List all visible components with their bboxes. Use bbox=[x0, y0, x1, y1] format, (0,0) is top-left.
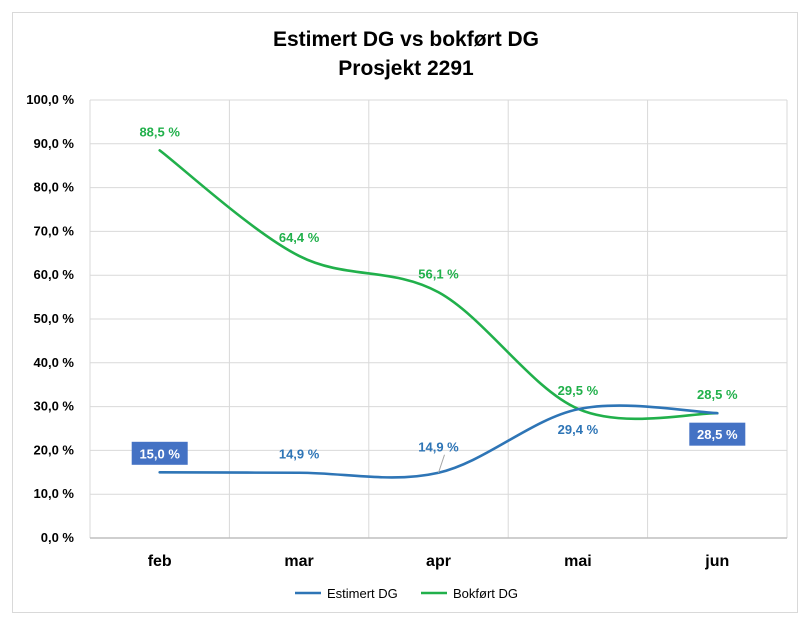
y-tick-label: 0,0 % bbox=[41, 530, 75, 545]
legend-label: Estimert DG bbox=[327, 586, 398, 601]
data-label: 28,5 % bbox=[697, 427, 738, 442]
chart-title: Estimert DG vs bokført DG Prosjekt 2291 bbox=[273, 28, 539, 80]
data-label-box bbox=[689, 422, 746, 446]
data-label: 15,0 % bbox=[139, 446, 180, 461]
data-labels: 15,0 % 14,9 % 14,9 % 29,4 % 28,5 % 88,5 % 64,4… bbox=[131, 124, 746, 473]
y-tick-label: 90,0 % bbox=[34, 136, 75, 151]
x-tick-label: apr bbox=[426, 553, 451, 570]
y-tick-label: 50,0 % bbox=[34, 311, 75, 326]
y-tick-label: 40,0 % bbox=[34, 355, 75, 370]
data-label: 14,9 % bbox=[279, 447, 320, 462]
y-tick-label: 80,0 % bbox=[34, 180, 75, 195]
y-tick-label: 30,0 % bbox=[34, 399, 75, 414]
line-chart: Estimert DG vs bokført DG Prosjekt 2291 … bbox=[26, 28, 788, 601]
data-label: 14,9 % bbox=[418, 440, 459, 455]
data-label: 29,5 % bbox=[558, 383, 599, 398]
chart-title-line-1: Estimert DG vs bokført DG bbox=[273, 28, 539, 51]
y-tick-label: 60,0 % bbox=[34, 267, 75, 282]
chart-frame: Estimert DG vs bokført DG Prosjekt 2291 … bbox=[12, 12, 798, 613]
data-label: 56,1 % bbox=[418, 266, 459, 281]
data-label: 64,4 % bbox=[279, 230, 320, 245]
x-tick-label: mar bbox=[284, 553, 313, 570]
data-label: 88,5 % bbox=[139, 124, 180, 139]
data-label: 28,5 % bbox=[697, 387, 738, 402]
data-label: 29,4 % bbox=[558, 422, 599, 437]
x-tick-label: feb bbox=[148, 553, 172, 570]
series-lines bbox=[158, 149, 719, 479]
chart-title-line-2: Prosjekt 2291 bbox=[338, 57, 474, 80]
legend: Estimert DG Bokført DG bbox=[295, 586, 518, 601]
y-tick-label: 100,0 % bbox=[26, 92, 74, 107]
x-tick-label: jun bbox=[704, 553, 729, 570]
y-tick-label: 20,0 % bbox=[34, 442, 75, 457]
y-tick-label: 70,0 % bbox=[34, 223, 75, 238]
x-tick-label: mai bbox=[564, 553, 592, 570]
series-line-bokf-rt-dg bbox=[158, 149, 719, 421]
data-label-leader bbox=[438, 454, 445, 473]
data-label-box bbox=[131, 441, 188, 465]
axes: 0,0 % 10,0 % 20,0 % 30,0 % 40,0 % 50,0 % 60,0 … bbox=[26, 92, 787, 570]
gridlines bbox=[89, 99, 788, 538]
y-tick-label: 10,0 % bbox=[34, 486, 75, 501]
legend-label: Bokført DG bbox=[453, 586, 518, 601]
